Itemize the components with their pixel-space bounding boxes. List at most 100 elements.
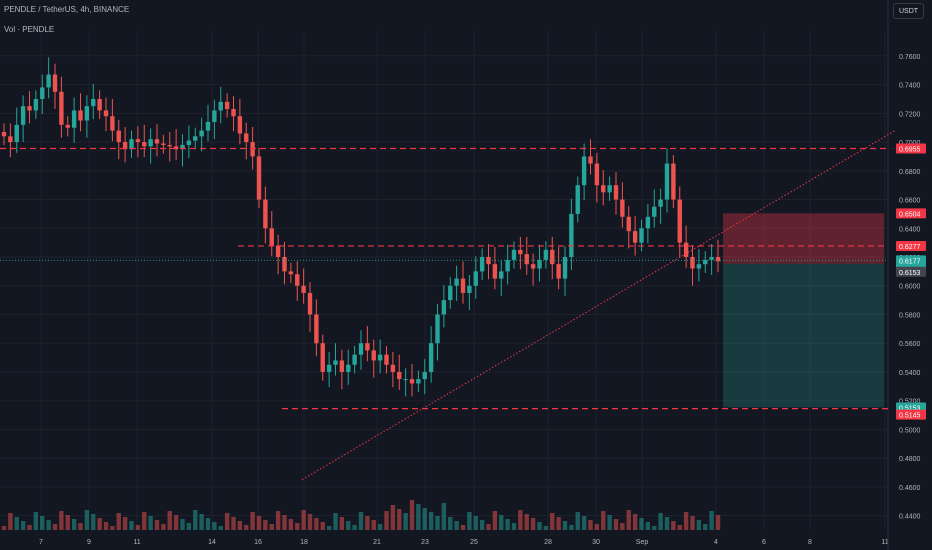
price-label-text: 0.6153 (899, 270, 921, 277)
volume-bar (263, 520, 268, 530)
volume-bar (390, 505, 396, 530)
candle-body (205, 121, 211, 131)
volume-bar (71, 519, 77, 530)
candle-body (460, 278, 466, 293)
volume-bar (269, 524, 274, 530)
y-tick-label: 0.7200 (899, 111, 921, 118)
volume-bar (84, 510, 90, 530)
y-tick-label: 0.6400 (899, 226, 921, 233)
x-tick-label: 23 (421, 539, 429, 546)
volume-bar (180, 519, 185, 530)
volume-bar (346, 521, 351, 530)
candle-body (110, 116, 115, 131)
volume-bar (282, 515, 287, 530)
candle-body (103, 110, 109, 117)
candle-body (518, 249, 523, 255)
candle-body (320, 343, 325, 372)
x-tick-label: 8 (808, 539, 812, 546)
volume-bar (626, 510, 631, 530)
volume-bar (467, 512, 472, 530)
candle-body (148, 139, 153, 147)
candle-body (556, 264, 561, 279)
currency-button[interactable]: USDT (893, 3, 924, 19)
candle-body (365, 343, 370, 351)
candle-body (116, 130, 121, 143)
y-tick-label: 0.5000 (899, 427, 921, 434)
candle-body (263, 199, 268, 229)
candle-body (473, 271, 478, 286)
volume-bar (397, 509, 402, 530)
volume-bar (486, 524, 491, 530)
volume-bar (409, 500, 415, 530)
candle-body (377, 354, 383, 361)
candle-body (180, 144, 185, 150)
y-tick-label: 0.4600 (899, 485, 921, 492)
x-tick-label: 28 (544, 539, 552, 546)
candle-body (346, 364, 351, 372)
volume-bar (212, 522, 217, 530)
y-tick-label: 0.6000 (899, 284, 921, 291)
price-label-box (896, 240, 926, 251)
x-tick-label: 6 (762, 539, 766, 546)
candle-body (530, 264, 536, 269)
volume-bar (530, 518, 536, 530)
volume-bar (205, 518, 211, 530)
candle-body (543, 249, 549, 260)
candle-body (1, 132, 7, 137)
price-label-text: 0.5153 (899, 405, 921, 412)
take-profit-zone (723, 263, 884, 408)
volume-bar (703, 524, 708, 530)
volume-bar (8, 513, 13, 530)
volume-bar (715, 515, 721, 530)
volume-bar (594, 524, 600, 530)
volume-bar (224, 513, 230, 530)
candle-body (422, 371, 427, 380)
price-label-box (896, 266, 926, 277)
candle-body (186, 140, 192, 145)
candle-body (333, 360, 338, 365)
volume-bar (33, 512, 39, 530)
candle-body (715, 257, 721, 262)
volume-bar (569, 525, 574, 530)
candle-body (537, 259, 542, 269)
candle-body (428, 343, 434, 372)
candle-body (33, 98, 39, 111)
volume-bar (416, 504, 421, 530)
volume-bar (371, 520, 376, 530)
volume-bar (59, 511, 64, 530)
candle-body (193, 136, 198, 141)
candle-body (224, 101, 230, 110)
candle-body (295, 274, 300, 286)
volume-bar (275, 511, 281, 530)
volume-bar (384, 511, 389, 530)
volume-bar (652, 526, 657, 530)
candle-body (613, 185, 619, 200)
volume-bar (607, 515, 612, 530)
candle-body (594, 163, 600, 186)
candle-body (467, 285, 472, 293)
volume-bar (550, 513, 555, 530)
trendline (301, 130, 896, 481)
volume-bar (403, 513, 408, 530)
volume-bar (524, 514, 529, 530)
volume-bar (193, 510, 198, 530)
volume-bar (352, 525, 357, 530)
volume-bar (173, 515, 179, 530)
candle-body (250, 142, 255, 157)
x-tick-label: 9 (87, 539, 91, 546)
candle-body (161, 143, 166, 145)
candle-body (71, 110, 77, 128)
candle-body (371, 350, 376, 361)
candle-body (569, 213, 574, 258)
candle-body (384, 354, 389, 365)
volume-bar (473, 516, 478, 530)
x-tick-label: 11 (133, 539, 140, 546)
candle-body (511, 249, 517, 260)
volume-bar (448, 517, 453, 530)
volume-bar (575, 512, 580, 530)
price-label-text: 0.5145 (899, 413, 921, 420)
x-tick-label: 14 (208, 539, 216, 546)
candle-body (282, 257, 287, 272)
volume-label: Vol · PENDLE (4, 25, 55, 34)
